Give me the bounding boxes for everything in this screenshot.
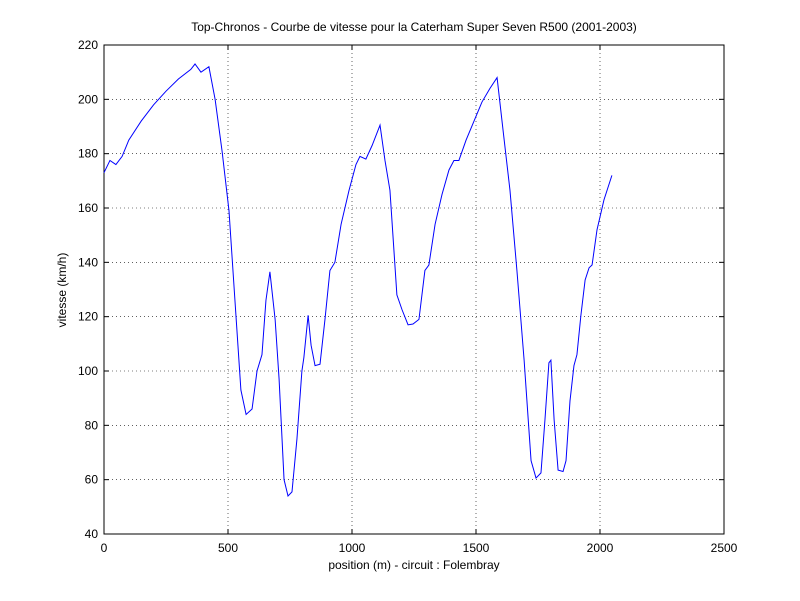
- x-axis-label: position (m) - circuit : Folembray: [328, 558, 499, 572]
- y-tick-label: 160: [78, 201, 98, 215]
- plot-frame: [103, 44, 725, 535]
- y-tick-label: 200: [78, 92, 98, 106]
- data-line: [103, 63, 613, 497]
- y-tick-label: 40: [85, 527, 99, 541]
- x-tick-label: 1500: [463, 541, 490, 555]
- x-tick-label: 500: [218, 541, 238, 555]
- y-tick-label: 220: [78, 38, 98, 52]
- y-tick-label: 80: [85, 418, 99, 432]
- y-tick-label: 140: [78, 255, 98, 269]
- x-tick-label: 2500: [711, 541, 738, 555]
- y-tick-label: 180: [78, 147, 98, 161]
- y-tick-label: 60: [85, 473, 99, 487]
- x-tick-label: 2000: [587, 541, 614, 555]
- y-tick-label: 100: [78, 364, 98, 378]
- x-tick-label: 0: [101, 541, 108, 555]
- x-tick-label: 1000: [339, 541, 366, 555]
- y-axis-label: vitesse (km/h): [55, 253, 69, 328]
- chart-title: Top-Chronos - Courbe de vitesse pour la …: [191, 20, 637, 34]
- y-tick-label: 120: [78, 310, 98, 324]
